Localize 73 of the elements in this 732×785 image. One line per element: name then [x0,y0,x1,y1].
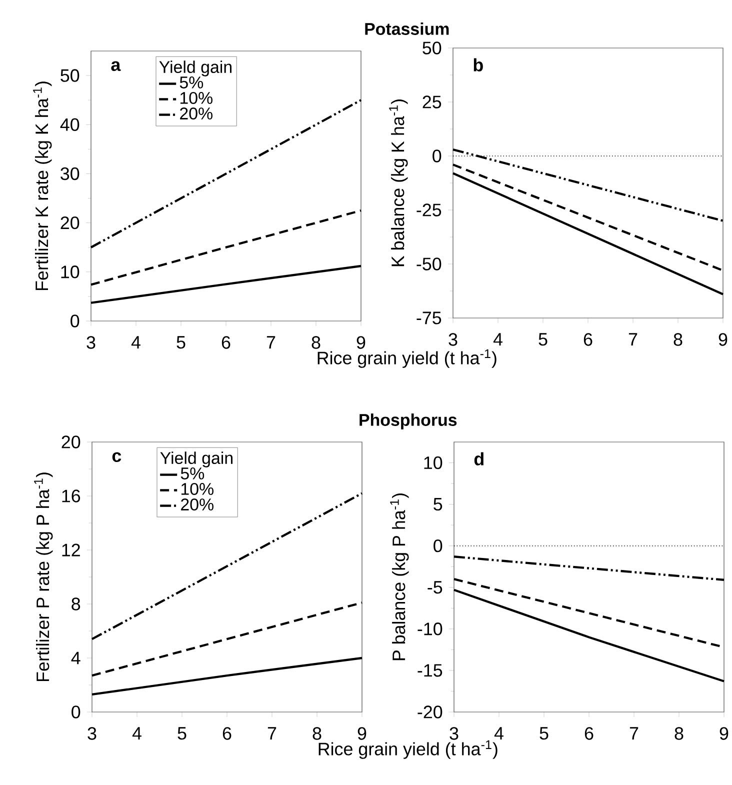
legend-label: 5% [180,76,204,88]
y-tick-label: 10 [61,266,80,278]
x-axis-title: Rice grain yield (t ha$^{-1}$) [318,349,496,368]
y-tick-label: 20 [60,216,80,230]
annotation: a [111,61,121,72]
x-tick-label: 9 [358,727,366,740]
y-tick-label: 0 [72,706,80,718]
y-tick-label: 4 [71,652,80,664]
x-tick-label: 3 [450,727,458,740]
x-tick-label: 3 [448,333,458,346]
x-tick-label: 5 [538,333,548,346]
y-tick-label: 25 [422,96,442,108]
y-tick-label: 0 [434,539,442,552]
y-tick-label: 50 [60,69,80,82]
y-tick-label: -5 [428,581,442,594]
y-tick-label: -75 [416,312,442,324]
y-tick-label: -20 [418,706,442,718]
y-tick-label: 0 [70,314,80,328]
x-tick-label: 9 [720,727,728,740]
x-tick-label: 6 [222,336,230,349]
x-tick-label: 4 [132,727,142,740]
x-tick-label: 3 [88,727,96,740]
x-tick-label: 7 [628,333,638,346]
x-tick-label: 6 [584,333,592,346]
y-axis-title: K balance (kg K ha$^{-1}$) [389,100,408,266]
annotation: d [474,452,484,466]
y-tick-label: 8 [72,598,80,610]
y-tick-label: 20 [62,436,80,448]
text: Phosphorus [360,414,457,430]
x-tick-label: 4 [493,333,502,346]
legend-label: 10% [180,92,212,104]
x-tick-label: 5 [540,727,548,740]
legend-label: 5% [180,468,204,480]
x-tick-label: 5 [176,336,186,349]
y-tick-label: -50 [416,258,442,270]
x-tick-label: 4 [494,727,504,740]
x-tick-label: 8 [312,727,322,740]
legend-label: 10% [181,482,214,495]
y-tick-label: 40 [60,118,80,131]
y-tick-label: 50 [422,42,442,54]
legend-label: 20% [180,107,212,120]
legend-title: Yield gain [159,60,232,76]
x-axis-title: Rice grain yield (t ha$^{-1}$) [318,740,498,759]
x-tick-label: 8 [674,727,684,740]
y-tick-label: -10 [418,622,442,636]
x-tick-label: 6 [222,727,232,740]
y-tick-label: 12 [62,544,80,556]
x-tick-label: 8 [312,336,320,349]
x-tick-label: 8 [674,333,682,346]
text: Potassium [365,22,449,35]
y-tick-label: 10 [424,456,442,470]
x-tick-label: 7 [268,727,276,740]
y-tick-label: 16 [62,490,80,502]
y-axis-title: P balance (kg P ha$^{-1}$) [390,494,409,660]
annotation: b [474,58,483,72]
x-tick-label: 7 [630,727,638,740]
x-tick-label: 3 [86,336,96,349]
x-tick-label: 5 [178,727,186,740]
y-tick-label: 30 [60,167,80,180]
x-tick-label: 4 [131,336,140,348]
legend-label: 20% [181,498,214,510]
y-tick-label: 0 [432,150,442,162]
y-tick-label: 5 [434,498,442,511]
y-tick-label: -25 [416,204,442,216]
x-tick-label: 7 [266,336,276,348]
y-axis-title: Fertilizer K rate (kg K ha$^{-1}$) [33,82,52,290]
x-tick-label: 9 [356,336,366,349]
legend-title: Yield gain [160,452,232,468]
x-tick-label: 9 [718,333,728,346]
x-tick-label: 6 [584,727,594,740]
annotation: c [112,452,122,462]
y-axis-title: Fertilizer P rate (kg P ha$^{-1}$) [34,472,53,682]
y-tick-label: -15 [418,664,442,677]
